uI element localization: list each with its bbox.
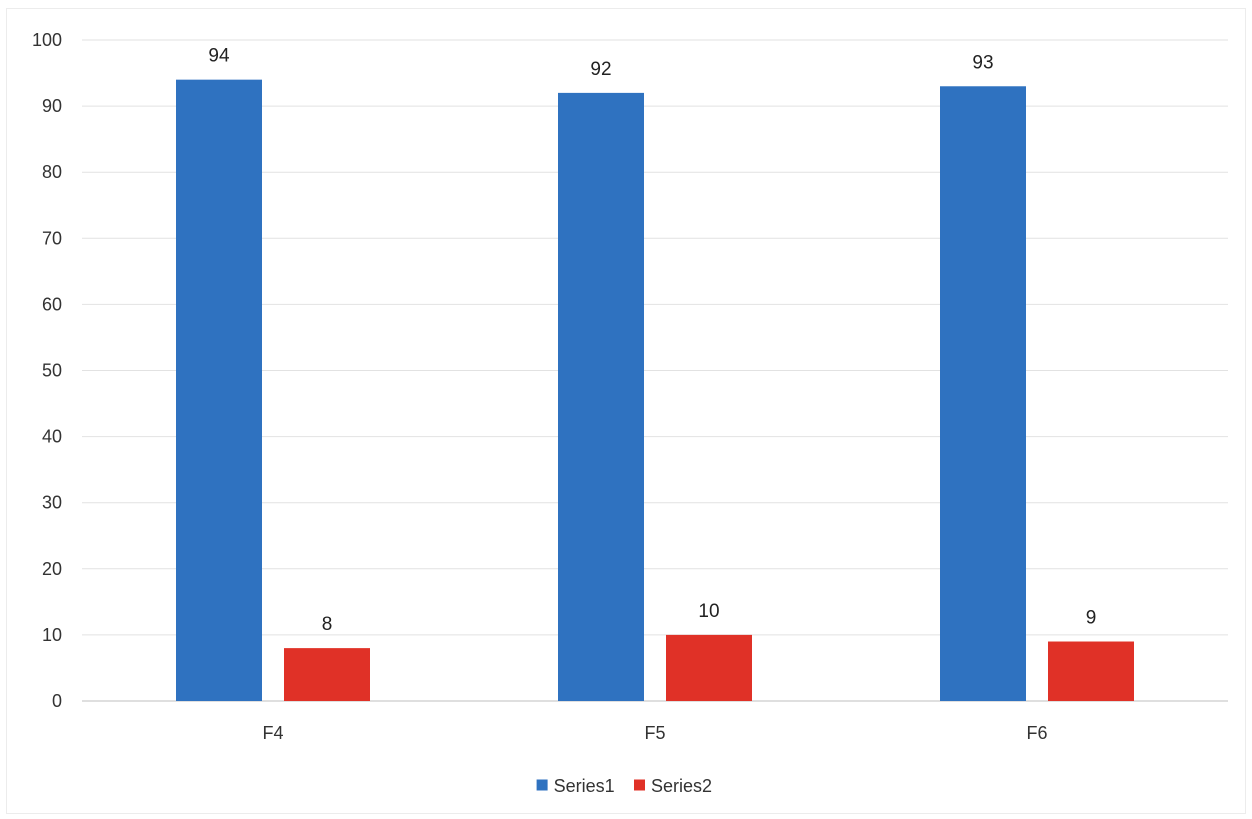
legend-label: Series2 bbox=[651, 776, 712, 796]
data-label: 10 bbox=[698, 601, 719, 622]
legend-label: Series1 bbox=[554, 776, 615, 796]
y-tick-label: 50 bbox=[42, 361, 62, 381]
bar-series1-f4 bbox=[176, 79, 262, 701]
bar-series2-f4 bbox=[284, 648, 370, 701]
y-tick-label: 80 bbox=[42, 162, 62, 182]
bar-series1-f6 bbox=[940, 86, 1026, 701]
bar-series2-f5 bbox=[666, 634, 752, 701]
y-axis-tick-labels: 0 10 20 30 40 50 60 70 80 90 100 bbox=[32, 30, 62, 711]
y-tick-label: 40 bbox=[42, 427, 62, 447]
legend: Series1 Series2 bbox=[536, 776, 712, 796]
data-label: 94 bbox=[208, 46, 230, 67]
y-tick-label: 90 bbox=[42, 96, 62, 116]
y-tick-label: 10 bbox=[42, 625, 62, 645]
y-tick-label: 0 bbox=[52, 691, 62, 711]
data-label: 93 bbox=[972, 52, 993, 73]
legend-swatch bbox=[536, 779, 548, 791]
y-tick-label: 20 bbox=[42, 559, 62, 579]
y-tick-label: 70 bbox=[42, 228, 62, 248]
y-tick-label: 60 bbox=[42, 294, 62, 314]
legend-swatch bbox=[634, 779, 645, 791]
data-label: 8 bbox=[322, 614, 333, 635]
x-axis-tick-labels: F4 F5 F6 bbox=[262, 723, 1047, 743]
data-label: 92 bbox=[590, 59, 611, 80]
data-label: 9 bbox=[1086, 608, 1097, 629]
gridlines bbox=[82, 39, 1228, 702]
data-labels: 94 8 92 10 93 9 bbox=[208, 46, 1096, 635]
legend-item-series1: Series1 bbox=[536, 776, 615, 796]
bars bbox=[176, 79, 1134, 701]
x-tick-label: F6 bbox=[1026, 723, 1047, 743]
bar-series2-f6 bbox=[1048, 641, 1134, 701]
y-tick-label: 100 bbox=[32, 30, 62, 50]
x-tick-label: F4 bbox=[262, 723, 283, 743]
bar-series1-f5 bbox=[558, 92, 644, 701]
y-tick-label: 30 bbox=[42, 493, 62, 513]
x-tick-label: F5 bbox=[644, 723, 665, 743]
legend-item-series2: Series2 bbox=[634, 776, 712, 796]
